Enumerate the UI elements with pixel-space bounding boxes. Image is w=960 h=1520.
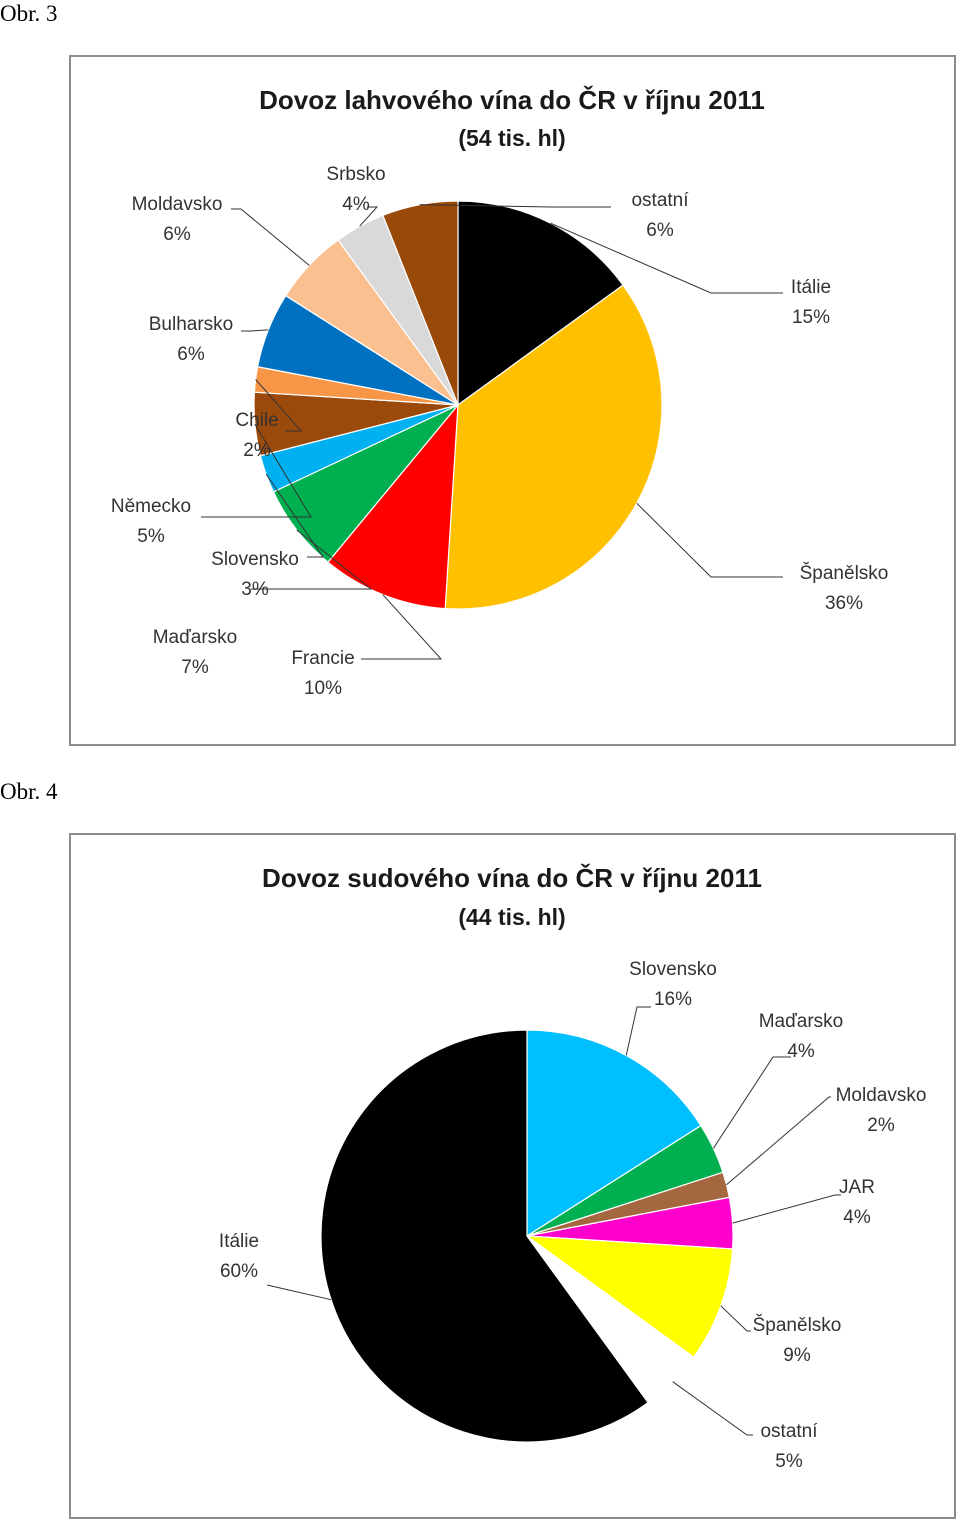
slice-percent-spanelsko: 36% — [825, 593, 863, 614]
chart-barrel-wine: Dovoz sudového vína do ČR v říjnu 2011 (… — [69, 833, 956, 1519]
slice-label-spanelsko: Španělsko — [800, 562, 889, 584]
slice-percent-italie: 60% — [220, 1261, 258, 1282]
slice-percent-slovensko: 16% — [654, 989, 692, 1010]
leader-line-italie — [266, 1284, 332, 1301]
figure-caption-3: Obr. 3 — [0, 1, 58, 26]
leader-line-chile — [255, 379, 303, 432]
pie-slices — [320, 1029, 734, 1443]
leader-line-ostatni — [419, 204, 611, 208]
slice-label-moldavsko: Moldavsko — [836, 1085, 927, 1106]
leader-line-ostatni — [672, 1381, 753, 1436]
slice-percent-spanelsko: 9% — [783, 1345, 811, 1366]
chart-bottled-wine: Dovoz lahvového vína do ČR v říjnu 2011 … — [69, 55, 956, 746]
pie-slice-spanelsko — [444, 284, 663, 610]
slice-percent-jar: 4% — [843, 1207, 871, 1228]
leader-line-madarsko — [251, 529, 373, 590]
slice-percent-italie: 15% — [792, 307, 830, 328]
leader-line-francie — [361, 594, 443, 660]
slice-label-ostatni: ostatní — [631, 190, 689, 211]
slice-percent-nemecko: 5% — [137, 526, 165, 547]
figure-caption-4: Obr. 4 — [0, 779, 58, 804]
slice-percent-moldavsko: 6% — [163, 224, 191, 245]
slice-percent-madarsko: 7% — [181, 657, 209, 678]
leader-line-srbsko — [359, 206, 379, 227]
slice-percent-bulharsko: 6% — [177, 344, 205, 365]
slice-label-italie: Itálie — [219, 1231, 259, 1252]
slice-label-madarsko: Maďarsko — [759, 1011, 844, 1032]
slice-label-moldavsko: Moldavsko — [132, 194, 223, 215]
slice-percent-chile: 2% — [243, 440, 271, 461]
leader-line-slovensko — [625, 1006, 651, 1056]
pie-slice-spanelsko — [524, 1235, 734, 1358]
slice-label-ostatni: ostatní — [760, 1421, 818, 1442]
chart-title: Dovoz lahvového vína do ČR v říjnu 2011 — [259, 85, 765, 115]
slice-label-bulharsko: Bulharsko — [149, 314, 234, 335]
chart-subtitle: (54 tis. hl) — [458, 125, 565, 151]
pie-chart-barrel: Dovoz sudového vína do ČR v říjnu 2011 (… — [219, 863, 926, 1472]
pie-labels: Itálie 15% Španělsko 36% Francie 10% Maďarsko 7… — [111, 164, 888, 699]
slice-label-slovensko: Slovensko — [211, 549, 299, 570]
pie-slice-ostatni — [382, 200, 459, 406]
leader-line-spanelsko — [636, 502, 783, 578]
slice-label-nemecko: Německo — [111, 496, 191, 517]
slice-percent-francie: 10% — [304, 678, 342, 699]
chart-title: Dovoz sudového vína do ČR v říjnu 2011 — [262, 863, 762, 893]
slice-label-chile: Chile — [235, 410, 278, 431]
leader-line-madarsko — [712, 1056, 791, 1149]
leader-line-slovensko — [265, 473, 324, 558]
pie-slice-italie — [320, 1029, 649, 1443]
slice-label-spanelsko: Španělsko — [753, 1314, 842, 1336]
slice-percent-slovensko: 3% — [241, 579, 269, 600]
slice-label-italie: Itálie — [791, 277, 831, 298]
leader-line-spanelsko — [720, 1305, 751, 1332]
slice-label-jar: JAR — [839, 1177, 875, 1198]
slice-label-srbsko: Srbsko — [326, 164, 385, 185]
leader-line-jar — [732, 1194, 841, 1224]
chart-subtitle: (44 tis. hl) — [458, 904, 565, 930]
leader-line-moldavsko — [726, 1096, 831, 1186]
leader-line-nemecko — [201, 423, 312, 518]
pie-slices — [253, 200, 663, 610]
slice-percent-madarsko: 4% — [787, 1041, 815, 1062]
slice-percent-moldavsko: 2% — [867, 1115, 895, 1136]
slice-percent-ostatni: 6% — [646, 220, 674, 241]
leader-line-bulharsko — [241, 329, 269, 332]
leader-line-italie — [550, 222, 783, 294]
pie-slice-francie — [327, 403, 459, 610]
slice-label-slovensko: Slovensko — [629, 959, 717, 980]
slice-percent-srbsko: 4% — [342, 194, 370, 215]
slice-percent-ostatni: 5% — [775, 1451, 803, 1472]
pie-labels: Slovensko 16% Maďarsko 4% Moldavsko 2% JAR 4% Šp… — [219, 959, 926, 1472]
leader-line-moldavsko — [231, 208, 310, 266]
pie-chart-bottled: Dovoz lahvového vína do ČR v říjnu 2011 … — [111, 85, 888, 699]
slice-label-madarsko: Maďarsko — [153, 627, 238, 648]
slice-label-francie: Francie — [291, 648, 354, 669]
